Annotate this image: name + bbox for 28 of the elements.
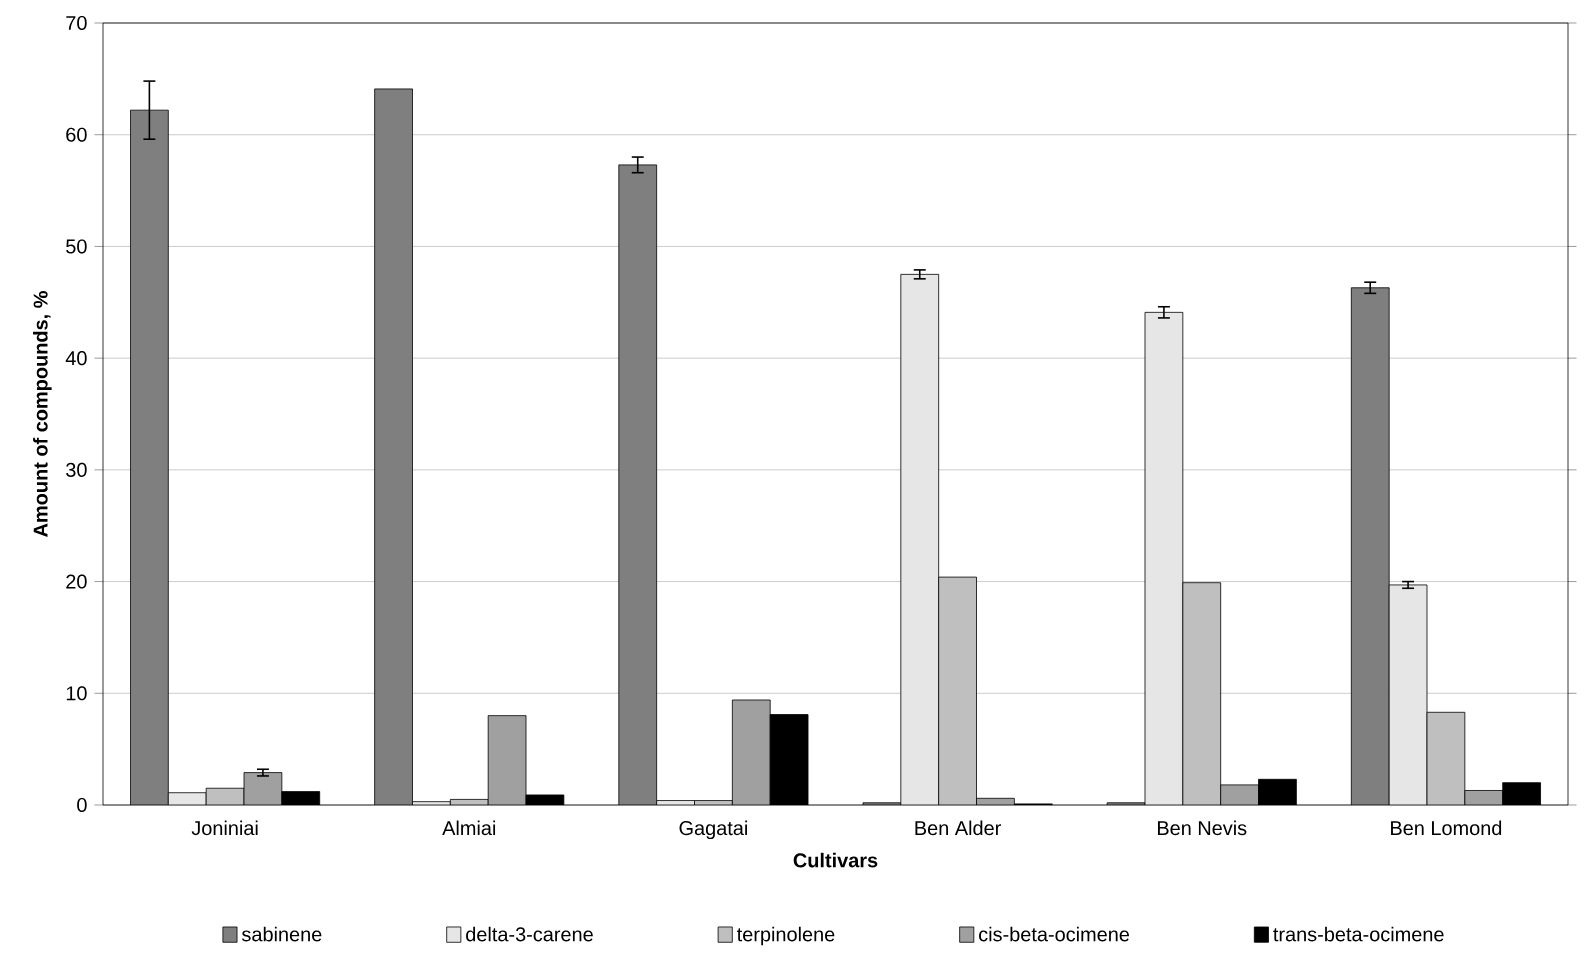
bar [731,699,771,805]
legend-label: sabinene [242,926,322,942]
x-tick-label: Ben Lomond [1391,820,1502,836]
legend-label: cis-beta-ocimene [979,926,1130,942]
bar [487,715,527,805]
y-tick-label: 20 [66,574,87,589]
y-tick-label: 10 [66,686,87,701]
legend-label: terpinolene [736,926,835,946]
y-tick-label: 0 [77,797,87,813]
x-tick-label: Joniniai [191,820,258,836]
x-tick-label: Gagatai [679,820,747,840]
bar [1388,584,1428,805]
bar [243,772,283,805]
bar [900,273,940,805]
y-tick-label: 50 [66,239,87,254]
x-tick-label: Ben Nevis [1157,820,1247,836]
y-tick-label: 30 [66,462,87,477]
legend-label: delta-3-carene [466,926,593,942]
bar [1144,311,1184,805]
bar [1426,711,1466,805]
y-axis-title: Amount of compounds, % [33,291,52,537]
y-tick-label: 40 [65,351,87,366]
x-tick-label: Almiai [442,820,496,836]
y-tick-label: 70 [66,15,87,31]
y-tick-label: 60 [66,127,87,142]
x-axis-title: Cultivars [793,852,878,868]
legend-label: trans-beta-ocimene [1273,926,1444,942]
x-tick-label: Ben Alder [915,820,1001,836]
